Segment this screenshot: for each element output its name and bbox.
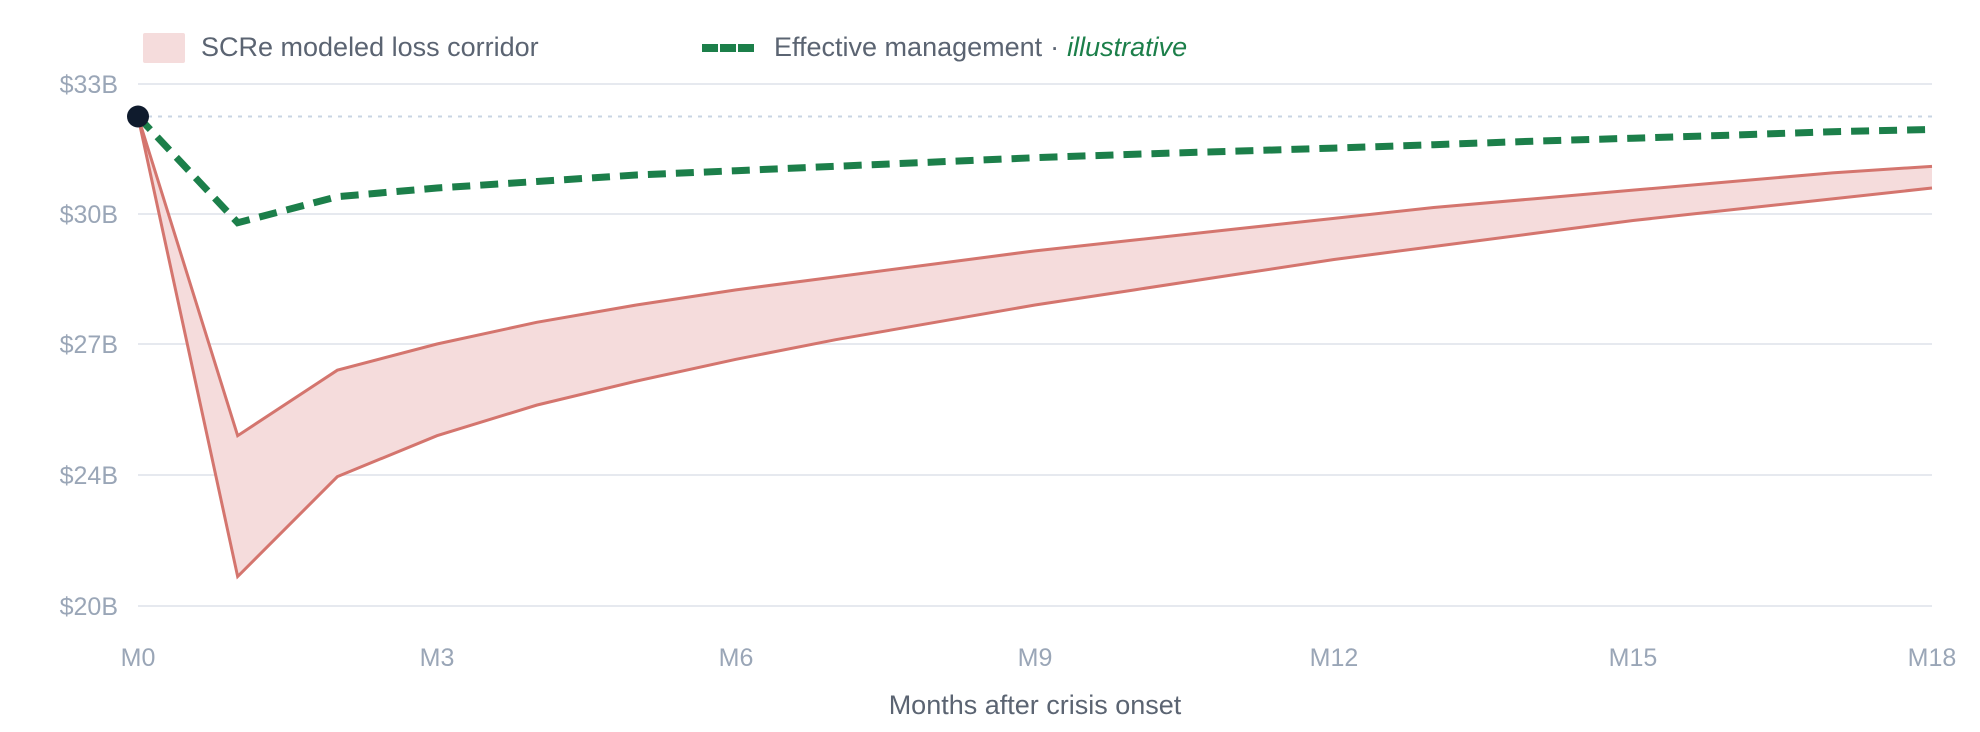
loss-corridor-lower-line [136, 116, 1933, 580]
loss-corridor-upper-line [136, 116, 1933, 439]
x-tick-label: M9 [1018, 644, 1053, 672]
y-tick-label: $20B [60, 593, 118, 621]
loss-corridor [136, 116, 1933, 580]
x-tick-label: M6 [719, 644, 754, 672]
start-marker-layer [127, 105, 149, 128]
x-tick-label: M18 [1908, 644, 1957, 672]
x-axis-title: Months after crisis onset [889, 690, 1182, 720]
effective-management-line [135, 114, 1933, 227]
effective-management-series [135, 114, 1933, 227]
legend-item-effective-management: Effective management · illustrative [702, 32, 1187, 63]
y-tick-label: $24B [60, 462, 118, 490]
y-tick-label: $33B [60, 71, 118, 99]
x-tick-label: M3 [420, 644, 455, 672]
legend: SCRe modeled loss corridor Effective man… [0, 32, 1980, 72]
legend-note-illustrative: illustrative [1067, 32, 1188, 62]
legend-separator: · [1050, 32, 1060, 62]
x-tick-label: M12 [1310, 644, 1359, 672]
legend-swatch-band [143, 32, 185, 63]
x-tick-label: M15 [1609, 644, 1658, 672]
grid-lines [138, 83, 1932, 607]
legend-swatch-dashed [702, 43, 754, 52]
legend-label-loss-corridor: SCRe modeled loss corridor [201, 32, 539, 62]
legend-item-loss-corridor: SCRe modeled loss corridor [143, 32, 539, 63]
y-tick-label: $27B [60, 331, 118, 359]
legend-label-effective-management: Effective management [774, 32, 1043, 62]
x-axis: M0 M3 M6 M9 M12 M15 M18 [121, 644, 1957, 672]
x-tick-label: M0 [121, 644, 156, 672]
y-tick-label: $30B [60, 201, 118, 229]
y-axis: $33B $30B $27B $24B $20B [60, 71, 118, 621]
loss-corridor-fill [138, 116, 1932, 577]
start-marker [127, 105, 149, 128]
